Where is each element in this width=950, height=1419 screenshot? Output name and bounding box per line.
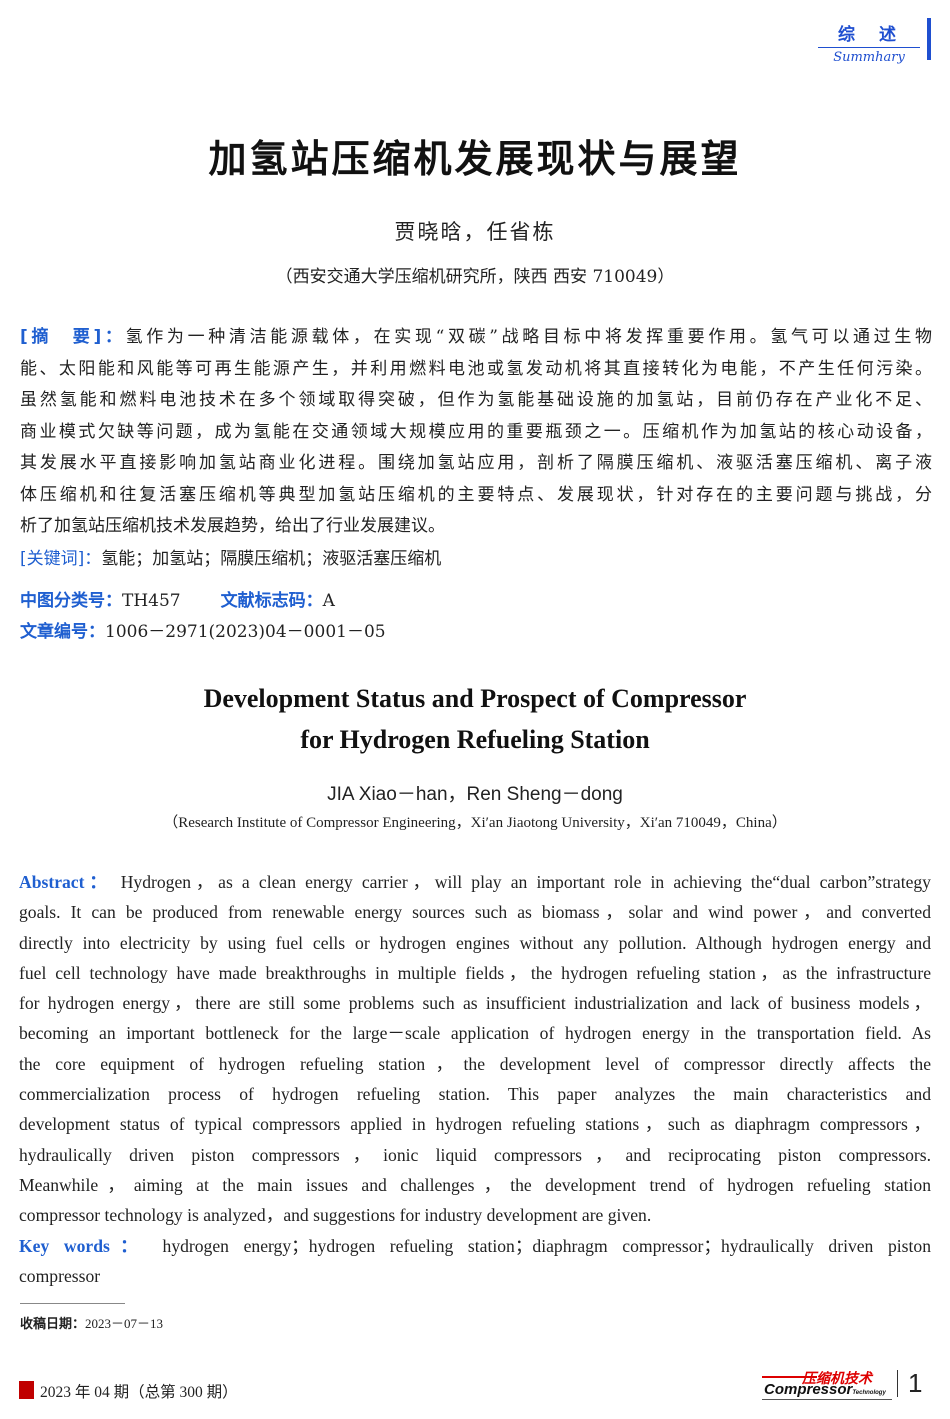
section-label-zh: 综述	[838, 25, 920, 45]
en-abstract: Abstract： Hydrogen，as a clean energy car…	[19, 867, 931, 1291]
abstract-line: compressor technology is analyzed，and su…	[19, 1205, 652, 1226]
en-title-line: Development Status and Prospect of Compr…	[203, 684, 747, 713]
clc-label: 中图分类号：	[20, 591, 122, 611]
en-title-line: for Hydrogen Refueling Station	[300, 725, 650, 754]
zh-keywords: [关键词]：氢能；加氢站；隔膜压缩机；液驱活塞压缩机	[20, 544, 932, 569]
zh-abstract: [摘 要]：氢作为一种清洁能源载体，在实现“双碳”战略目标中将发挥重要作用。氢气…	[20, 322, 932, 543]
abstract-line: 能、太阳能和风能等可再生能源产生，并利用燃料电池或氢发动机将其直接转化为电能，不…	[20, 358, 932, 379]
abstract-line: 虽然氢能和燃料电池技术在多个领域取得突破，但作为氢能基础设施的加氢站，目前仍存在…	[20, 390, 932, 410]
doc-code-label: 文献标志码：	[220, 591, 323, 611]
page-divider	[897, 1370, 898, 1397]
classification: 中图分类号：TH457 文献标志码：A	[20, 586, 335, 611]
footnote-rule	[20, 1303, 125, 1304]
page-number: 1	[908, 1368, 923, 1398]
en-keywords-value: hydrogen energy；hydrogen refueling stati…	[162, 1235, 931, 1256]
journal-logo: 压缩机技术 CompressorTechnology	[762, 1370, 892, 1400]
logo-tech: Technology	[852, 1390, 886, 1396]
abstract-line: goals. It can be produced from renewable…	[19, 902, 931, 923]
issue-marker	[19, 1381, 34, 1399]
abstract-line: 商业模式欠缺等问题，成为氢能在交通领域大规模应用的重要瓶颈之一。压缩机作为加氢站…	[20, 421, 932, 442]
section-rule	[818, 47, 920, 48]
en-keywords-label: Key words：	[19, 1235, 148, 1256]
abstract-line: commercialization process of hydrogen re…	[19, 1084, 931, 1105]
en-keywords-value: compressor	[19, 1265, 101, 1286]
logo-en-text: Compressor	[764, 1381, 853, 1398]
article-number: 文章编号：1006－2971(2023)04－0001－05	[20, 617, 386, 642]
abstract-line: becoming an important bottleneck for the…	[19, 1023, 931, 1044]
abstract-line: fuel cell technology have made breakthro…	[19, 962, 931, 983]
article-number-value: 1006－2971(2023)04－0001－05	[105, 622, 386, 642]
en-affiliation: （Research Institute of Compressor Engine…	[163, 815, 787, 831]
logo-en: CompressorTechnology	[764, 1381, 886, 1398]
en-abstract-label: Abstract：	[19, 872, 112, 892]
article-number-label: 文章编号：	[20, 622, 105, 642]
paper-title: 加氢站压缩机发展现状与展望	[208, 137, 742, 181]
abstract-line: Meanwhile，aiming at the main issues and …	[19, 1174, 931, 1195]
section-label: 综述 Summhary	[818, 20, 920, 65]
received-date: 收稿日期：2023－07－13	[20, 1313, 163, 1332]
abstract-line: 氢作为一种清洁能源载体，在实现“双碳”战略目标中将发挥重要作用。氢气可以通过生物	[125, 327, 932, 347]
abstract-line: 体压缩机和往复活塞压缩机等典型加氢站压缩机的主要特点、发展现状，针对存在的主要问…	[20, 484, 932, 505]
section-bar	[927, 18, 931, 60]
issue-info: 2023 年 04 期（总第 300 期）	[40, 1384, 238, 1401]
en-authors: JIA Xiao－han，Ren Sheng－dong	[327, 784, 623, 805]
received-label: 收稿日期：	[20, 1317, 86, 1332]
authors: 贾晓晗，任省栋	[394, 220, 556, 244]
abstract-line: for hydrogen energy，there are still some…	[19, 993, 931, 1014]
abstract-line: hydraulically driven piston compressors，…	[19, 1144, 931, 1165]
zh-abstract-label: [摘 要]：	[20, 327, 126, 347]
zh-keywords-value: 氢能；加氢站；隔膜压缩机；液驱活塞压缩机	[101, 549, 442, 569]
received-value: 2023－07－13	[85, 1316, 164, 1331]
abstract-line: 其发展水平直接影响加氢站商业化进程。围绕加氢站应用，剖析了隔膜压缩机、液驱活塞压…	[20, 453, 932, 473]
affiliation: （西安交通大学压缩机研究所，陕西 西安 710049）	[275, 267, 675, 287]
abstract-line: 析了加氢站压缩机技术发展趋势，给出了行业发展建议。	[20, 516, 445, 536]
clc-value: TH457	[122, 591, 181, 611]
doc-code-value: A	[322, 591, 335, 611]
abstract-line: Hydrogen，as a clean energy carrier，will …	[120, 872, 931, 892]
zh-keywords-label: [关键词]：	[20, 549, 102, 569]
en-title: Development Status and Prospect of Compr…	[0, 678, 950, 760]
section-label-en: Summhary	[833, 50, 905, 65]
abstract-line: directly into electricity by using fuel …	[19, 932, 931, 953]
logo-zh: 压缩机技术	[802, 1371, 872, 1387]
abstract-line: the core equipment of hydrogen refueling…	[19, 1053, 931, 1074]
abstract-line: development status of typical compressor…	[19, 1114, 931, 1135]
